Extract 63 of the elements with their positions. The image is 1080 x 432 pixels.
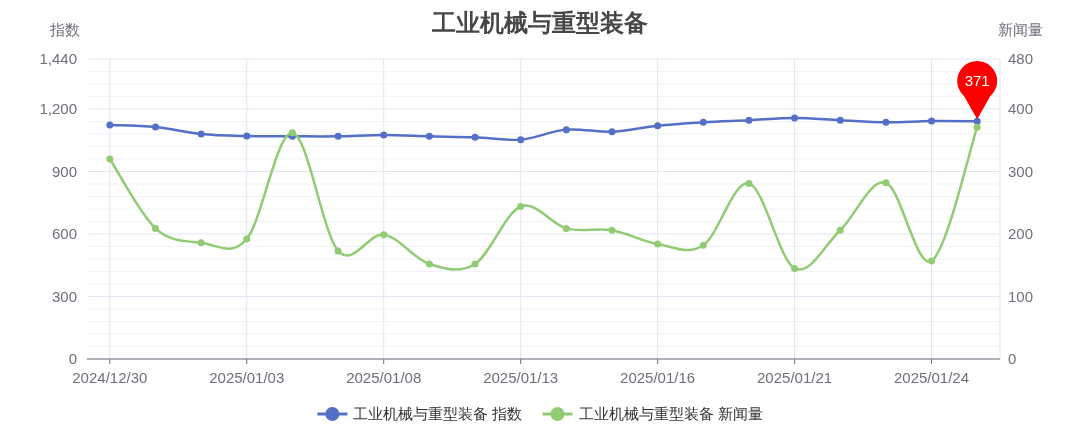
x-tick-label: 2025/01/03 [209,369,285,386]
point [699,241,707,249]
point [654,122,662,130]
point [471,133,479,141]
point [654,240,662,248]
x-tick-label: 2025/01/08 [346,369,422,386]
point [106,121,114,129]
y2-tick-label: 400 [1008,100,1034,117]
point [882,118,890,126]
point [243,132,251,140]
point [151,123,159,131]
point [836,116,844,124]
point [517,203,525,210]
point [562,126,570,134]
point [928,257,936,265]
point [608,128,616,136]
annotation-pin: 371 [957,60,998,120]
point [380,231,388,239]
y-tick-label: 900 [51,162,77,180]
y-tick-label: 300 [51,287,77,305]
point [517,136,525,144]
point [973,123,981,131]
point [197,130,205,138]
point [928,117,936,125]
point [334,132,342,140]
legend-label: 工业机械与重型装备 指数 [353,405,523,422]
point [836,226,844,234]
chart-title: 工业机械与重型装备 [431,9,648,36]
x-tick-label: 2025/01/21 [757,369,833,386]
x-tick-label: 2025/01/16 [620,369,696,386]
point [608,226,616,234]
x-tick-label: 2024/12/30 [72,369,148,386]
y-tick-label: 1,200 [39,100,77,117]
annotation: 371 [964,72,990,90]
y-tick-label: 0 [68,350,77,367]
point [745,179,753,187]
y-tick-label: 600 [51,225,77,242]
x-tick-label: 2025/01/13 [483,369,559,386]
y2-tick-label: 480 [1008,50,1034,67]
point [882,179,890,187]
y2-tick-label: 0 [1008,350,1017,367]
y2-tick-label: 200 [1008,225,1034,242]
point [425,260,433,268]
y2-tick-label: 300 [1008,162,1034,180]
y2-tick-label: 100 [1008,287,1034,305]
y-tick-label: 1,440 [39,50,77,67]
point [791,264,799,272]
point [425,132,433,140]
y-axis-title: 指数 [49,21,80,38]
point [562,224,570,232]
point [471,260,479,268]
point [106,155,114,163]
point [791,114,799,122]
y2-axis-title: 新闻量 [997,21,1043,38]
x-tick-label: 2025/01/24 [893,369,970,386]
legend-label: 工业机械与重型装备 新闻量 [578,405,763,422]
point [699,118,707,126]
point [745,116,753,124]
point [334,247,342,255]
point [380,131,388,139]
point [243,235,251,243]
point [151,224,159,232]
point [197,239,205,247]
